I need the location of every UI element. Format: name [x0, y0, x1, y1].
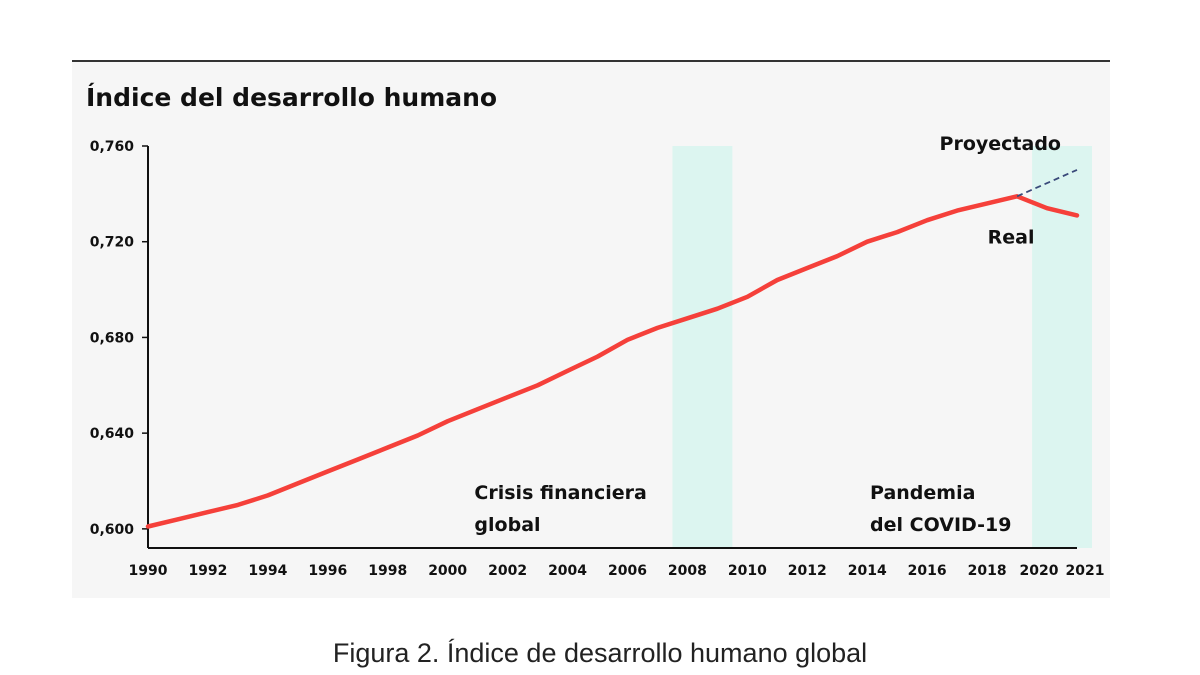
- x-tick-label: 2004: [548, 563, 587, 579]
- x-tick-label: 1992: [188, 563, 227, 579]
- annotation-crisis-financiera: Crisis financiera: [474, 482, 646, 504]
- x-tick-label: 1994: [248, 563, 287, 579]
- y-tick-label: 0,640: [90, 426, 135, 442]
- x-tick-label: 2010: [728, 563, 767, 579]
- chart-panel: Índice del desarrollo humano 0,600 0,640 0,…: [72, 60, 1110, 598]
- shaded-period-1: [672, 146, 733, 548]
- annotation-pandemia: del COVID-19: [870, 514, 1011, 536]
- annotation-crisis-financiera: global: [474, 514, 540, 536]
- x-tick-label: 2012: [788, 563, 827, 579]
- x-tick-label: 2020: [1020, 563, 1059, 579]
- series-label-proyectado: Proyectado: [940, 133, 1061, 155]
- series-line-proyectado: [1016, 169, 1078, 198]
- annotation-pandemia: Pandemia: [870, 482, 975, 504]
- series-label-real: Real: [988, 226, 1035, 248]
- x-tick-label: 2018: [968, 563, 1007, 579]
- x-tick-label: 2006: [608, 563, 647, 579]
- y-tick-label: 0,600: [90, 522, 135, 538]
- y-tick-label: 0,760: [90, 139, 135, 155]
- figure-caption: Figura 2. Índice de desarrollo humano gl…: [332, 638, 868, 668]
- x-tick-label: 2021: [1066, 563, 1105, 579]
- x-tick-label: 2000: [428, 563, 467, 579]
- hdi-line-chart: Índice del desarrollo humano 0,600 0,640 0,…: [86, 83, 1105, 579]
- x-tick-label: 2002: [488, 563, 527, 579]
- x-tick-label: 1996: [308, 563, 347, 579]
- x-tick-label: 2008: [668, 563, 707, 579]
- x-tick-label: 1990: [129, 563, 168, 579]
- chart-title: Índice del desarrollo humano: [86, 83, 497, 112]
- y-tick-label: 0,680: [90, 330, 135, 346]
- x-tick-label: 2016: [908, 563, 947, 579]
- x-tick-label: 2014: [848, 563, 887, 579]
- x-tick-label: 1998: [368, 563, 407, 579]
- y-tick-label: 0,720: [90, 235, 135, 251]
- series-line-real: [145, 194, 1080, 529]
